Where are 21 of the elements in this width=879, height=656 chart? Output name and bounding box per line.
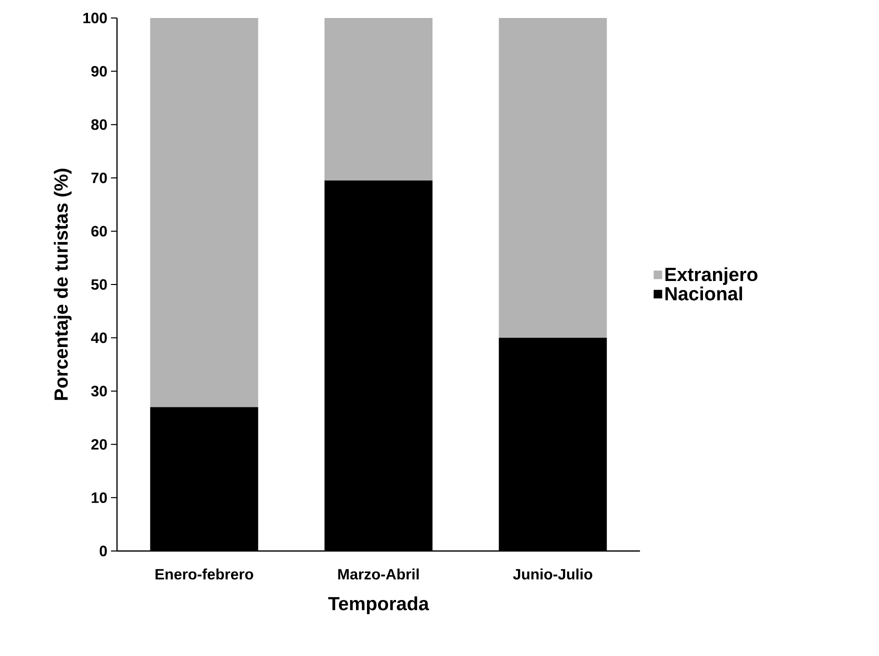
x-tick-label: Enero-febrero [156, 568, 254, 580]
y-tick-label: 50 [91, 279, 107, 290]
x-axis-title: Temporada [328, 596, 430, 614]
y-tick-label: 80 [91, 119, 107, 130]
legend-label: Nacional [665, 286, 742, 300]
y-tick-label: 90 [91, 66, 107, 77]
y-tick-label: 0 [100, 546, 107, 556]
y-axis-title: Porcentaje de turistas (%) [54, 168, 72, 400]
x-tick-label: Marzo-Abril [338, 568, 419, 580]
bar [150, 18, 258, 408]
legend-label: Extranjero [665, 267, 758, 285]
x-tick-label: Junio-Julio [513, 568, 592, 580]
y-tick-label: 60 [91, 226, 107, 236]
y-tick-label: 10 [92, 492, 107, 503]
y-tick-label: 20 [91, 439, 107, 450]
y-tick-label: 40 [91, 332, 107, 344]
y-tick-label: 70 [91, 172, 107, 184]
y-tick-label: 100 [83, 12, 107, 24]
bar [498, 18, 607, 338]
bar [324, 18, 432, 181]
y-tick-label: 30 [91, 386, 107, 396]
